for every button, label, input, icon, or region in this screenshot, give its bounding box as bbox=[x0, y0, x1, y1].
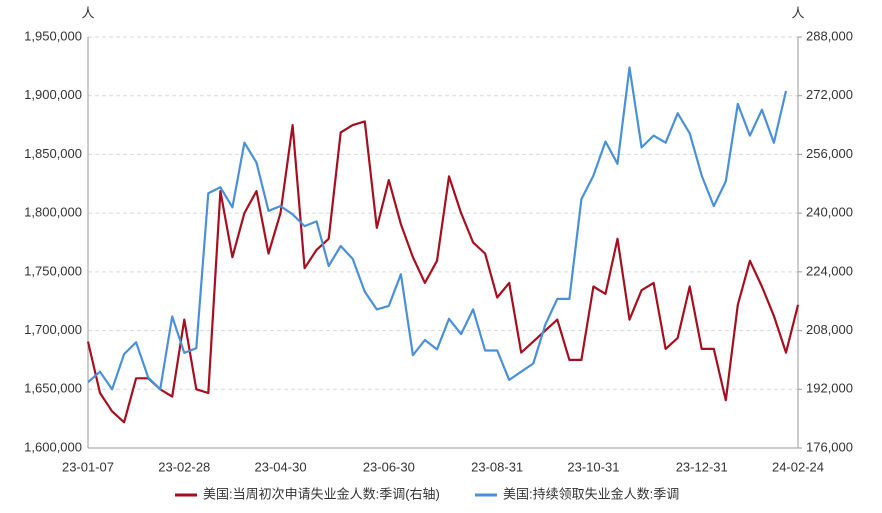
y2-tick-label: 272,000 bbox=[806, 87, 853, 102]
legend-label: 美国:持续领取失业金人数:季调 bbox=[503, 486, 679, 501]
y-tick-label: 1,600,000 bbox=[24, 439, 82, 454]
x-tick-label: 23-04-30 bbox=[255, 459, 307, 474]
y-unit: 人 bbox=[81, 5, 94, 20]
y2-tick-label: 176,000 bbox=[806, 439, 853, 454]
x-tick-label: 24-02-24 bbox=[772, 459, 824, 474]
series-line bbox=[86, 120, 800, 424]
x-tick-label: 23-01-07 bbox=[62, 459, 114, 474]
y-tick-label: 1,850,000 bbox=[24, 146, 82, 161]
y2-unit: 人 bbox=[791, 5, 804, 20]
x-tick-label: 23-08-31 bbox=[471, 459, 523, 474]
y2-tick-label: 240,000 bbox=[806, 205, 853, 220]
y2-tick-label: 224,000 bbox=[806, 263, 853, 278]
y-tick-label: 1,750,000 bbox=[24, 263, 82, 278]
y-tick-label: 1,700,000 bbox=[24, 322, 82, 337]
x-tick-label: 23-06-30 bbox=[363, 459, 415, 474]
legend-label: 美国:当周初次申请失业金人数:季调(右轴) bbox=[203, 486, 440, 501]
y-tick-label: 1,900,000 bbox=[24, 87, 82, 102]
y2-tick-label: 256,000 bbox=[806, 146, 853, 161]
y2-tick-label: 288,000 bbox=[806, 28, 853, 43]
y2-tick-label: 208,000 bbox=[806, 322, 853, 337]
series-line bbox=[87, 66, 788, 391]
y-tick-label: 1,950,000 bbox=[24, 28, 82, 43]
y-tick-label: 1,800,000 bbox=[24, 205, 82, 220]
x-tick-label: 23-10-31 bbox=[567, 459, 619, 474]
x-tick-label: 23-02-28 bbox=[158, 459, 210, 474]
y2-tick-label: 192,000 bbox=[806, 381, 853, 396]
x-tick-label: 23-12-31 bbox=[676, 459, 728, 474]
y-tick-label: 1,650,000 bbox=[24, 381, 82, 396]
